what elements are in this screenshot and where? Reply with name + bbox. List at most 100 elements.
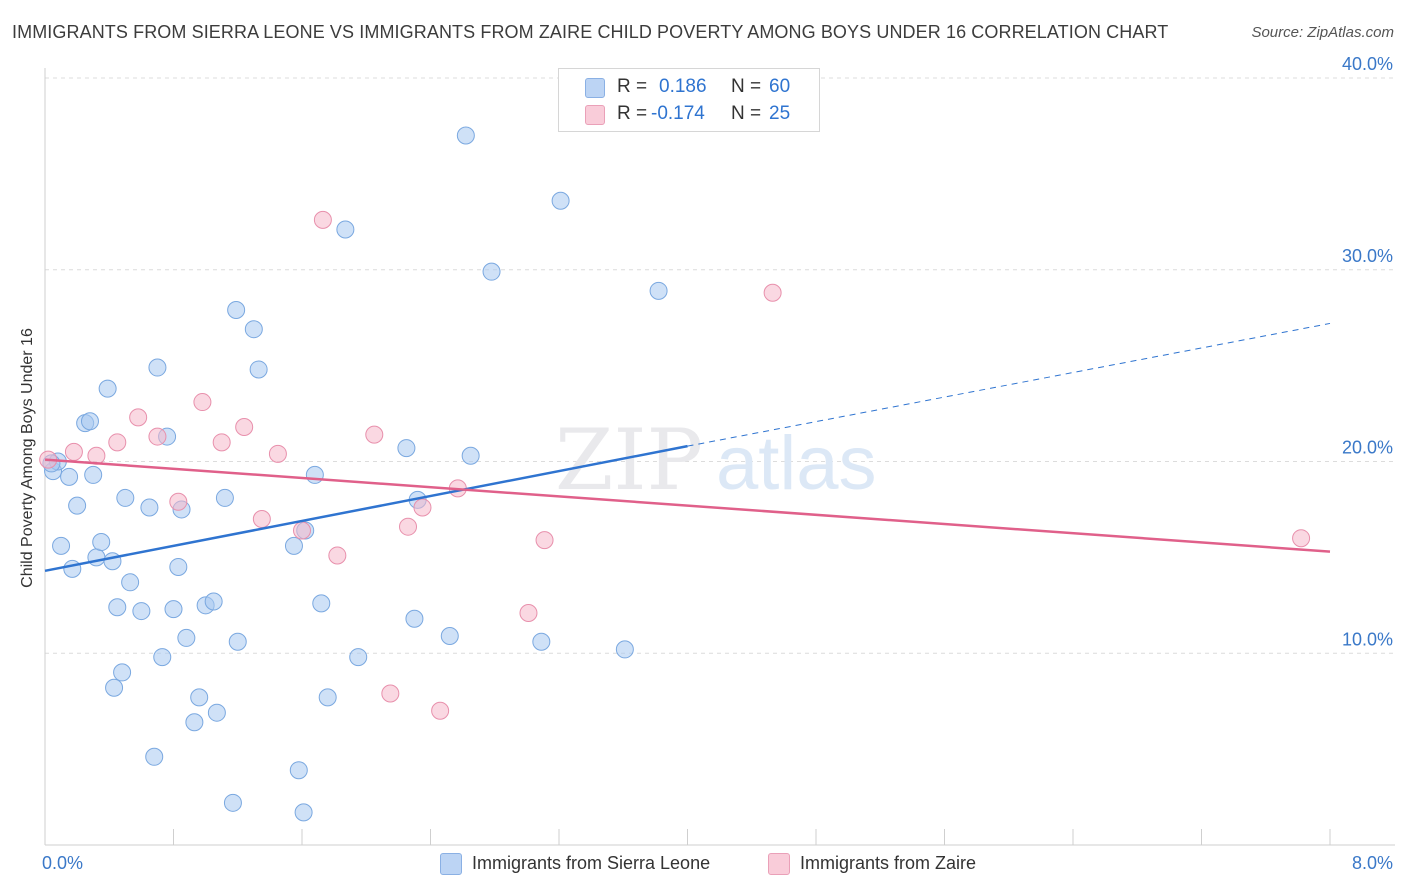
point-sierra-leone: [169, 557, 188, 576]
legend-r-value: -0.174: [651, 103, 705, 124]
point-zaire: [169, 492, 188, 511]
trendline-zaire: [44, 458, 1331, 553]
point-sierra-leone: [397, 439, 416, 458]
point-sierra-leone: [60, 467, 79, 486]
legend-swatch-sierra-leone: [585, 78, 605, 98]
x-tick-label-max: 8.0%: [1352, 853, 1393, 873]
point-zaire: [235, 417, 254, 436]
point-zaire: [313, 210, 332, 229]
point-zaire: [399, 517, 418, 536]
bottom-legend-zaire: Immigrants from Zaire: [768, 852, 1028, 876]
point-sierra-leone: [207, 703, 226, 722]
point-sierra-leone: [649, 281, 668, 300]
chart-title: IMMIGRANTS FROM SIERRA LEONE VS IMMIGRAN…: [12, 22, 1169, 42]
legend-swatch-zaire: [585, 105, 605, 125]
bottom-legend-sierra-leone: Immigrants from Sierra Leone: [440, 852, 750, 876]
source-label: Source: ZipAtlas.com: [1251, 24, 1394, 41]
x-tick-label-min: 0.0%: [42, 853, 83, 873]
point-sierra-leone: [87, 548, 106, 567]
point-sierra-leone: [190, 688, 209, 707]
point-zaire: [381, 684, 400, 703]
point-sierra-leone: [215, 488, 234, 507]
legend-r-label: R =: [617, 103, 648, 124]
legend-n-label: N =: [731, 76, 762, 97]
trendline-sierra-leone: [44, 444, 688, 573]
point-sierra-leone: [80, 412, 99, 431]
watermark-zip: ZIP: [555, 411, 703, 509]
point-sierra-leone: [164, 600, 183, 619]
point-sierra-leone: [108, 598, 127, 617]
point-sierra-leone: [132, 602, 151, 621]
legend-r-label: R =: [617, 76, 648, 97]
point-sierra-leone: [456, 126, 475, 145]
watermark-atlas: atlas: [716, 421, 877, 506]
point-sierra-leone: [116, 488, 135, 507]
point-sierra-leone: [68, 496, 87, 515]
point-zaire: [64, 442, 83, 461]
point-sierra-leone: [153, 648, 172, 667]
point-sierra-leone: [177, 628, 196, 647]
point-sierra-leone: [305, 465, 324, 484]
bottom-legend-swatch-sierra-leone: [440, 853, 462, 875]
point-sierra-leone: [103, 552, 122, 571]
point-sierra-leone: [105, 678, 124, 697]
point-sierra-leone: [482, 262, 501, 281]
point-zaire: [1292, 529, 1311, 548]
point-sierra-leone: [284, 536, 303, 555]
point-sierra-leone: [349, 648, 368, 667]
point-sierra-leone: [223, 793, 242, 812]
bottom-legend-label-zaire: Immigrants from Zaire: [800, 853, 977, 873]
point-zaire: [535, 531, 554, 550]
point-sierra-leone: [204, 592, 223, 611]
point-sierra-leone: [140, 498, 159, 517]
point-sierra-leone: [63, 559, 82, 578]
point-sierra-leone: [148, 358, 167, 377]
point-sierra-leone: [84, 465, 103, 484]
point-zaire: [252, 510, 271, 529]
point-zaire: [431, 701, 450, 720]
legend-r-value: 0.186: [659, 76, 707, 97]
point-sierra-leone: [440, 626, 459, 645]
point-sierra-leone: [289, 761, 308, 780]
bottom-legend-swatch-zaire: [768, 853, 790, 875]
point-zaire: [293, 521, 311, 540]
y-axis-label: Child Poverty Among Boys Under 16: [19, 328, 36, 588]
point-sierra-leone: [92, 533, 111, 552]
point-zaire: [108, 433, 127, 452]
point-sierra-leone: [461, 446, 480, 465]
point-sierra-leone: [405, 609, 424, 628]
point-sierra-leone: [145, 747, 164, 766]
point-zaire: [519, 603, 538, 622]
point-sierra-leone: [312, 594, 331, 613]
point-sierra-leone: [249, 360, 268, 379]
y-tick-label: 30.0%: [1342, 246, 1393, 266]
point-sierra-leone: [113, 663, 132, 682]
point-sierra-leone: [318, 688, 337, 707]
legend-row-zaire: R = -0.174 N = 25: [559, 101, 819, 127]
point-zaire: [148, 427, 167, 446]
point-sierra-leone: [244, 320, 263, 339]
point-sierra-leone: [228, 632, 247, 651]
point-zaire: [193, 393, 212, 412]
y-tick-label: 40.0%: [1342, 54, 1393, 74]
legend-row-sierra-leone: R = 0.186 N = 60: [559, 74, 819, 100]
point-zaire: [129, 408, 148, 427]
legend-n-value: 60: [769, 76, 791, 97]
y-tick-label: 10.0%: [1342, 629, 1393, 649]
point-sierra-leone: [336, 220, 355, 239]
legend: R = 0.186 N = 60 R = -0.174 N = 25: [558, 68, 820, 132]
legend-n-value: 25: [769, 103, 791, 124]
point-zaire: [268, 444, 287, 463]
point-zaire: [763, 283, 782, 302]
point-zaire: [365, 425, 384, 444]
point-sierra-leone: [185, 713, 204, 732]
point-sierra-leone: [294, 803, 313, 822]
point-sierra-leone: [121, 573, 140, 592]
point-sierra-leone: [227, 301, 246, 320]
point-zaire: [212, 433, 231, 452]
point-sierra-leone: [532, 632, 551, 651]
point-sierra-leone: [551, 191, 570, 210]
point-sierra-leone: [98, 379, 117, 398]
y-tick-label: 20.0%: [1342, 438, 1393, 458]
